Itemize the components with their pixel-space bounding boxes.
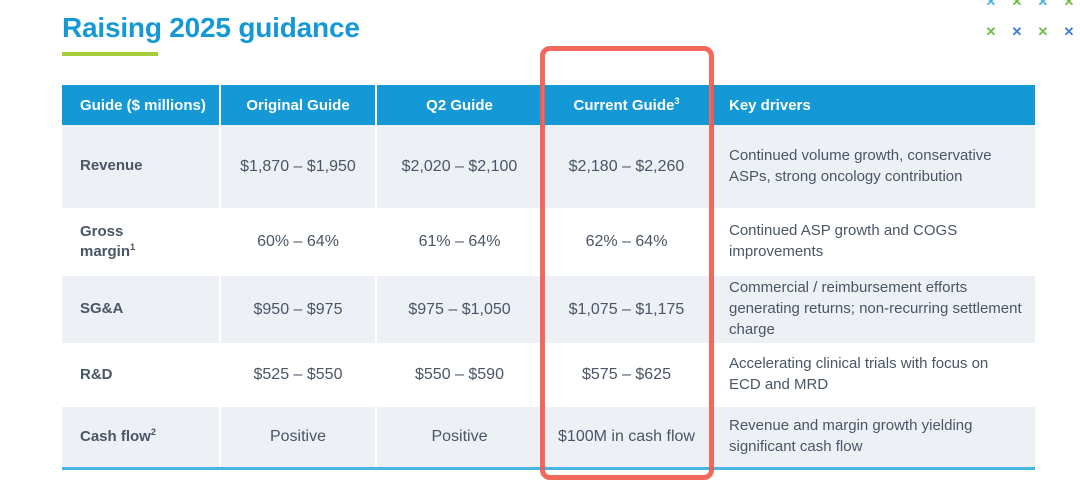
q2-guide-value: Positive <box>377 407 542 467</box>
current-guide-value: $2,180 – $2,260 <box>544 125 709 208</box>
x-mark-icon: ✕ <box>1011 23 1023 39</box>
q2-guide-value: 61% – 64% <box>418 233 501 250</box>
table-row-rd: R&D $525 – $550 $550 – $590 $575 – $625 … <box>62 343 1035 407</box>
row-label-cell: R&D <box>62 343 219 407</box>
row-label: R&D <box>80 365 113 383</box>
x-mark-icon: ✕ <box>1037 0 1049 9</box>
original-guide-value: $950 – $975 <box>221 276 375 343</box>
title-underline <box>62 52 158 56</box>
x-mark-icon: ✕ <box>1063 0 1075 9</box>
table-row-revenue: Revenue $1,870 – $1,950 $2,020 – $2,100 … <box>62 125 1035 208</box>
key-drivers-text: Continued volume growth, conservative AS… <box>729 146 992 185</box>
key-drivers-value: Continued volume growth, conservative AS… <box>711 125 1035 208</box>
x-mark-icon: ✕ <box>985 0 997 9</box>
row-label-cell: Gross margin1 <box>62 208 219 276</box>
x-mark-icon: ✕ <box>985 23 997 39</box>
footnote-sup: 1 <box>130 242 136 252</box>
table-header-row: Guide ($ millions) Original Guide Q2 Gui… <box>62 85 1035 125</box>
column-header-label: Current Guide <box>573 96 675 114</box>
current-guide-value: $1,075 – $1,175 <box>544 276 709 343</box>
guidance-table: Guide ($ millions) Original Guide Q2 Gui… <box>62 85 1035 470</box>
current-guide-value: $100M in cash flow <box>544 407 709 467</box>
key-drivers-value: Commercial / reimbursement efforts gener… <box>711 276 1035 343</box>
key-drivers-text: Continued ASP growth and COGS improvemen… <box>729 222 958 260</box>
column-header-q2-guide: Q2 Guide <box>377 85 542 125</box>
x-pattern-decoration: ✕ ✕ ✕ ✕ ✕ ✕ ✕ ✕ <box>978 0 1080 46</box>
row-label-cell: Revenue <box>62 125 219 208</box>
q2-guide-value: $550 – $590 <box>415 366 504 383</box>
footnote-sup: 2 <box>150 426 157 437</box>
original-guide-value: $1,870 – $1,950 <box>221 125 375 208</box>
page-title: Raising 2025 guidance <box>62 12 360 43</box>
key-drivers-value: Accelerating clinical trials with focus … <box>711 343 1035 407</box>
table-row-cash-flow: Cash flow2 Positive Positive $100M in ca… <box>62 407 1035 467</box>
x-mark-icon: ✕ <box>1011 0 1023 9</box>
key-drivers-value: Continued ASP growth and COGS improvemen… <box>711 208 1035 276</box>
column-header-key-drivers: Key drivers <box>711 85 1035 125</box>
original-guide-value: Positive <box>221 407 375 467</box>
row-label-cell: Cash flow2 <box>62 407 219 467</box>
row-label-cell: SG&A <box>62 276 219 343</box>
key-drivers-value: Revenue and margin growth yielding signi… <box>711 407 1035 467</box>
key-drivers-text: Commercial / reimbursement efforts gener… <box>729 279 1022 338</box>
row-label: Revenue <box>80 157 143 175</box>
current-guide-value: 62% – 64% <box>585 233 668 250</box>
q2-guide-value: $975 – $1,050 <box>377 276 542 343</box>
column-header-guide: Guide ($ millions) <box>62 85 219 125</box>
column-header-original-guide: Original Guide <box>221 85 375 125</box>
key-drivers-text: Accelerating clinical trials with focus … <box>729 355 989 393</box>
column-header-label: Q2 Guide <box>426 96 493 114</box>
x-mark-icon: ✕ <box>1063 23 1075 39</box>
table-row-sga: SG&A $950 – $975 $975 – $1,050 $1,075 – … <box>62 276 1035 343</box>
table-row-gross-margin: Gross margin1 60% – 64% 61% – 64% 62% – … <box>62 208 1035 276</box>
column-header-current-guide: Current Guide3 <box>544 85 709 125</box>
row-label: Gross margin <box>80 222 131 260</box>
x-mark-icon: ✕ <box>1037 23 1049 39</box>
row-label: SG&A <box>80 300 124 318</box>
q2-guide-value: $2,020 – $2,100 <box>377 125 542 208</box>
column-header-label: Key drivers <box>729 96 811 114</box>
original-guide-value: 60% – 64% <box>257 233 339 250</box>
row-label: Cash flow <box>80 427 151 445</box>
key-drivers-text: Revenue and margin growth yielding signi… <box>729 417 973 455</box>
footnote-sup: 3 <box>674 95 680 106</box>
column-header-label: Original Guide <box>246 96 350 114</box>
original-guide-value: $525 – $550 <box>253 366 343 383</box>
column-header-label: Guide ($ millions) <box>80 96 206 114</box>
current-guide-value: $575 – $625 <box>582 366 671 383</box>
